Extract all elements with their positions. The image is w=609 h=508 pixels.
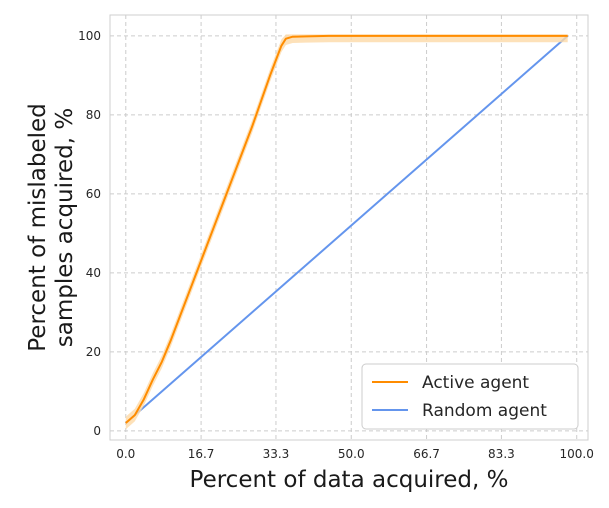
active-agent-line <box>125 34 568 424</box>
legend-active-agent-label: Active agent <box>422 373 529 393</box>
legend-random-agent-label: Random agent <box>422 401 547 421</box>
y-tick-label: 60 <box>86 187 101 201</box>
x-tick-label: 16.7 <box>188 447 215 461</box>
active-agent-confidence-band <box>125 34 568 430</box>
x-tick-label: 66.7 <box>413 447 440 461</box>
legend: Active agent Random agent <box>361 363 579 430</box>
x-tick-label: 0.0 <box>116 447 135 461</box>
legend-box <box>361 363 579 430</box>
y-tick-label: 100 <box>78 29 101 43</box>
y-tick-label: 20 <box>86 345 101 359</box>
x-tick-label: 33.3 <box>263 447 290 461</box>
x-tick-label: 50.0 <box>338 447 365 461</box>
plot-frame <box>109 14 589 441</box>
y-axis-title-line-2: samples acquired, % <box>52 108 78 347</box>
y-tick-label: 40 <box>86 266 101 280</box>
y-tick-label: 80 <box>86 108 101 122</box>
y-axis-title-line-1: Percent of mislabeled <box>25 103 51 352</box>
x-axis-title: Percent of data acquired, % <box>190 467 509 493</box>
y-tick-label: 0 <box>93 424 101 438</box>
x-tick-label: 100.0 <box>560 447 594 461</box>
random-agent-line <box>125 35 569 424</box>
ticks: 0.0 16.7 33.3 50.0 66.7 83.3 100.0 0 20 40 60 80 100 <box>78 29 594 461</box>
x-tick-label: 83.3 <box>488 447 515 461</box>
series-layer <box>125 34 569 430</box>
